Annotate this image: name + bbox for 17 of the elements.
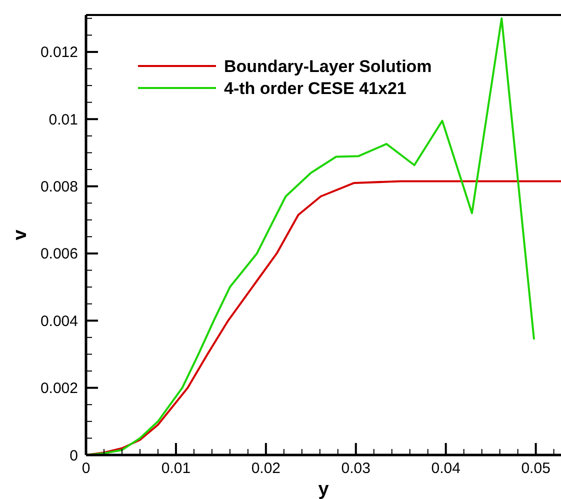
x-tick-label: 0.01 [161,460,191,477]
x-tick-label: 0.03 [341,460,370,477]
y-tick-label: 0.006 [40,246,78,263]
y-tick-label: 0.01 [48,111,78,128]
y-tick-label: 0.004 [40,312,78,330]
x-tick-label: 0.04 [431,460,460,477]
y-axis-title: v [10,229,31,240]
x-tick-label: 0 [82,460,90,477]
y-tick-label: 0.008 [40,178,78,196]
x-tick-label: 0.02 [251,460,281,477]
y-tick-label: 0.002 [40,380,78,398]
y-tick-label: 0.012 [40,44,78,62]
legend-label: Boundary-Layer Solutiom [224,56,432,76]
legend-label: 4-th order CESE 41x21 [224,78,406,98]
y-tick-label: 0 [70,447,78,464]
x-tick-label: 0.05 [521,460,550,477]
x-axis-title: y [318,479,330,499]
